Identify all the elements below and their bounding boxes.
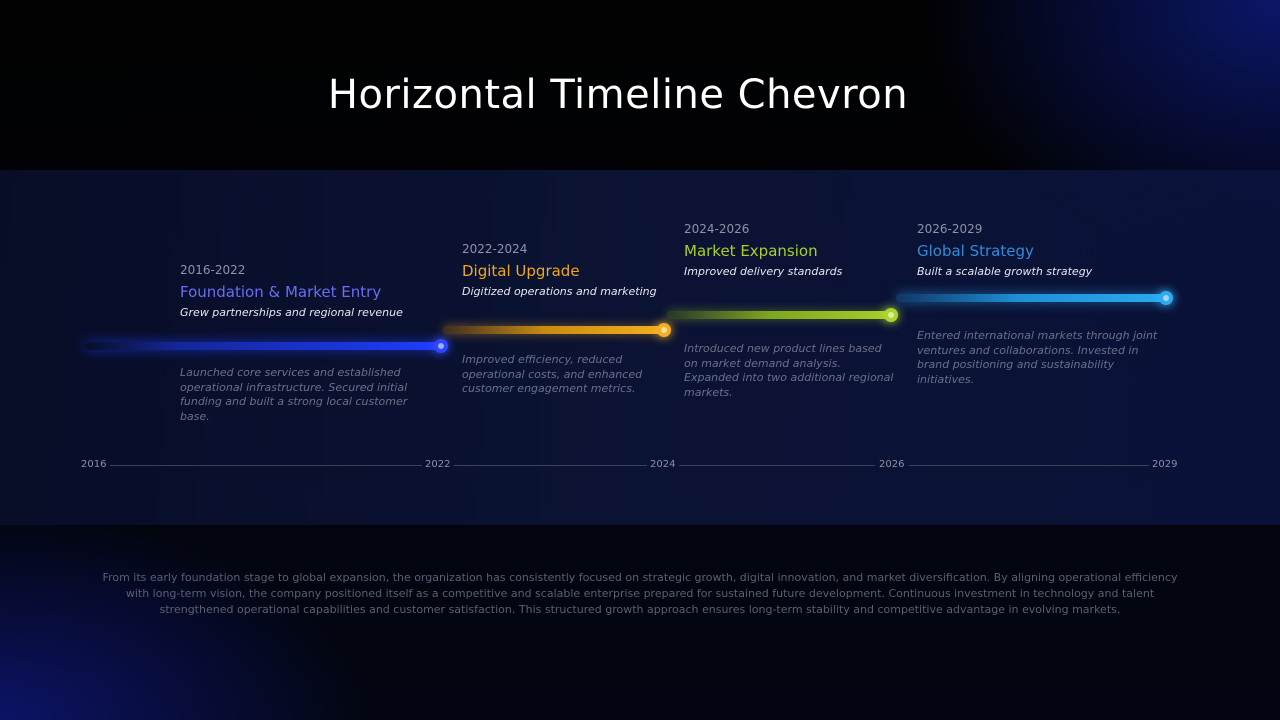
axis-year-label: 2022 — [425, 459, 451, 470]
axis-segment — [909, 465, 1149, 466]
phase-subtitle: Improved delivery standards — [684, 265, 843, 278]
phase-range: 2016-2022 — [180, 263, 246, 277]
phase-bar — [667, 308, 898, 322]
slide-title: Horizontal Timeline Chevron — [327, 72, 909, 118]
phase-end-dot — [884, 308, 898, 322]
phase-title: Market Expansion — [684, 242, 818, 260]
axis-year-label: 2016 — [81, 459, 107, 470]
phase-subtitle: Grew partnerships and regional revenue — [180, 306, 403, 319]
axis-year-label: 2029 — [1152, 459, 1178, 470]
phase-description: Launched core services and established o… — [180, 366, 408, 423]
phase-description: Improved efficiency, reduced operational… — [462, 353, 643, 395]
axis-year-label: 2024 — [650, 459, 676, 470]
summary-paragraph: From its early foundation stage to globa… — [102, 571, 1178, 616]
phase-subtitle: Digitized operations and marketing — [462, 285, 657, 298]
phase-description: Entered international markets through jo… — [917, 329, 1158, 386]
phase-bar — [443, 323, 671, 337]
axis-year-label: 2026 — [879, 459, 905, 470]
phase-range: 2026-2029 — [917, 222, 983, 236]
phase-title: Foundation & Market Entry — [180, 283, 382, 301]
axis-segment — [454, 465, 647, 466]
phase-title: Digital Upgrade — [462, 262, 580, 280]
phase-end-dot — [1159, 291, 1173, 305]
phase-description: Introduced new product lines based on ma… — [684, 342, 894, 399]
phase-subtitle: Built a scalable growth strategy — [917, 265, 1093, 278]
phase-end-dot — [657, 323, 671, 337]
phase-bar — [896, 291, 1173, 305]
phase-title: Global Strategy — [917, 242, 1034, 260]
axis-segment — [110, 465, 422, 466]
phase-range: 2022-2024 — [462, 242, 528, 256]
phase-end-dot — [434, 339, 448, 353]
phase-range: 2024-2026 — [684, 222, 750, 236]
axis-segment — [679, 465, 875, 466]
phase-bar — [85, 339, 448, 353]
